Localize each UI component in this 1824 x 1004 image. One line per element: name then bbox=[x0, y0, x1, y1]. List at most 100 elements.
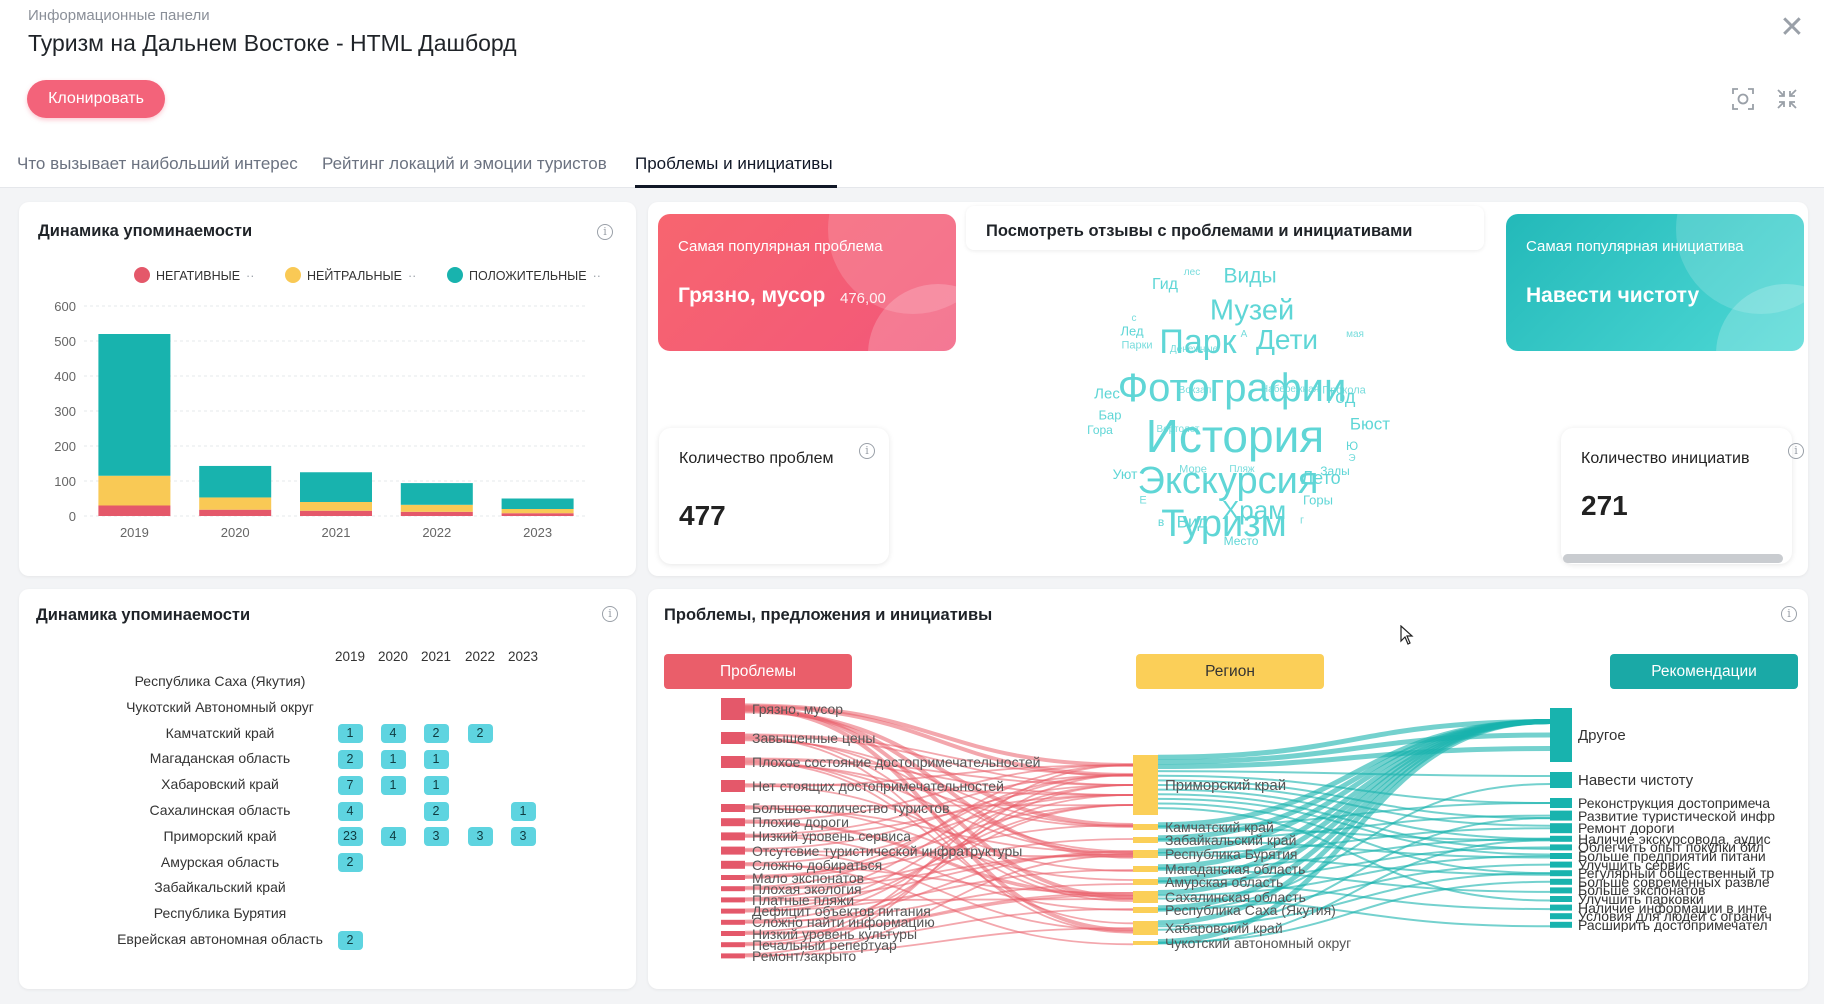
sankey-link[interactable] bbox=[1157, 746, 1551, 770]
sankey-link[interactable] bbox=[1157, 719, 1551, 944]
sankey-node-recommendation[interactable] bbox=[1550, 844, 1572, 851]
heatmap-cell[interactable]: 2 bbox=[423, 724, 449, 744]
heatmap-cell[interactable]: 1 bbox=[337, 724, 363, 744]
sankey-link[interactable] bbox=[1157, 846, 1551, 883]
sankey-link[interactable] bbox=[744, 863, 1134, 946]
sankey-node-recommendation[interactable] bbox=[1550, 896, 1572, 902]
word-cloud-word[interactable]: Фотографии bbox=[1117, 366, 1347, 410]
sankey-node-problem[interactable] bbox=[721, 804, 745, 812]
sankey-link[interactable] bbox=[744, 709, 1134, 827]
sankey-node-region[interactable] bbox=[1133, 921, 1158, 935]
bar-segment[interactable] bbox=[300, 510, 372, 516]
sankey-node-problem[interactable] bbox=[721, 886, 745, 892]
info-icon[interactable]: i bbox=[1781, 606, 1797, 622]
word-cloud-word[interactable]: Уют bbox=[1112, 466, 1138, 482]
bar-segment[interactable] bbox=[98, 334, 171, 476]
word-cloud-word[interactable]: Денежные bbox=[1169, 344, 1219, 355]
word-cloud-word[interactable]: с bbox=[1131, 313, 1137, 324]
word-cloud-word[interactable]: в bbox=[1157, 515, 1165, 529]
sankey-node-problem[interactable] bbox=[721, 698, 745, 720]
word-cloud-word[interactable]: Э bbox=[1348, 453, 1356, 464]
word-cloud-word[interactable]: Набережная bbox=[1260, 384, 1320, 395]
bar-segment[interactable] bbox=[400, 483, 473, 505]
legend-more-icon[interactable]: ·· bbox=[592, 269, 601, 283]
sankey-link[interactable] bbox=[1157, 880, 1551, 944]
sankey-node-problem[interactable] bbox=[721, 832, 745, 841]
sankey-node-region[interactable] bbox=[1133, 879, 1158, 885]
sankey-node-region[interactable] bbox=[1133, 941, 1158, 945]
sankey-link[interactable] bbox=[744, 774, 1134, 899]
sankey-link[interactable] bbox=[744, 707, 1134, 933]
word-cloud-word[interactable]: Пляж bbox=[1229, 464, 1255, 475]
word-cloud-word[interactable]: Гид bbox=[1151, 276, 1179, 293]
sankey-node-recommendation[interactable] bbox=[1550, 853, 1572, 859]
sankey-link[interactable] bbox=[744, 908, 1134, 945]
sankey-link[interactable] bbox=[744, 764, 1134, 888]
collapse-icon[interactable] bbox=[1774, 86, 1800, 112]
sankey-link[interactable] bbox=[1157, 719, 1551, 760]
heatmap-cell[interactable]: 4 bbox=[337, 801, 363, 821]
word-cloud-word[interactable]: Е bbox=[1139, 494, 1147, 507]
bar-segment[interactable] bbox=[199, 465, 272, 498]
sankey-link[interactable] bbox=[744, 774, 1134, 836]
sankey-node-problem[interactable] bbox=[721, 780, 745, 792]
sankey-node-recommendation[interactable] bbox=[1550, 798, 1572, 808]
sankey-link[interactable] bbox=[1157, 837, 1551, 870]
sankey-node-recommendation[interactable] bbox=[1550, 921, 1572, 928]
word-cloud-word[interactable]: лес bbox=[1183, 267, 1201, 278]
word-cloud-word[interactable]: Храм bbox=[1221, 495, 1287, 525]
heatmap-cell[interactable]: 1 bbox=[423, 749, 449, 769]
tab-problems[interactable]: Проблемы и инициативы bbox=[635, 154, 833, 173]
sankey-node-recommendation[interactable] bbox=[1550, 904, 1572, 911]
word-cloud-word[interactable]: Гора bbox=[1087, 423, 1113, 437]
sankey-node-region[interactable] bbox=[1133, 755, 1158, 815]
word-cloud-word[interactable]: Год bbox=[1326, 387, 1356, 407]
bar-segment[interactable] bbox=[98, 475, 171, 506]
sankey-link[interactable] bbox=[1157, 817, 1551, 931]
heatmap-cell[interactable]: 7 bbox=[337, 775, 363, 795]
sankey-node-recommendation[interactable] bbox=[1550, 861, 1572, 868]
heatmap-cell[interactable]: 2 bbox=[337, 930, 363, 950]
word-cloud-word[interactable]: Бар bbox=[1098, 407, 1122, 423]
word-cloud-word[interactable]: мая bbox=[1346, 329, 1364, 340]
sankey-node-problem[interactable] bbox=[721, 953, 745, 959]
word-cloud-word[interactable]: Виды bbox=[1223, 264, 1277, 288]
bar-segment[interactable] bbox=[98, 505, 171, 517]
word-cloud-word[interactable]: Экскурсия bbox=[1137, 460, 1319, 502]
sankey-link[interactable] bbox=[744, 853, 1134, 901]
sankey-link[interactable] bbox=[744, 763, 1134, 828]
word-cloud-word[interactable]: Бюст bbox=[1349, 414, 1391, 434]
sankey-link[interactable] bbox=[1157, 863, 1551, 911]
sankey-node-recommendation[interactable] bbox=[1550, 772, 1572, 788]
heatmap-cell[interactable]: 2 bbox=[423, 801, 449, 821]
heatmap-cell[interactable]: 4 bbox=[380, 827, 406, 847]
heatmap-cell[interactable]: 2 bbox=[337, 749, 363, 769]
word-cloud-word[interactable]: Музей bbox=[1209, 294, 1295, 327]
sankey-node-region[interactable] bbox=[1133, 850, 1158, 858]
sankey-link[interactable] bbox=[744, 794, 1134, 864]
sankey-link[interactable] bbox=[744, 794, 1134, 922]
heatmap-cell[interactable]: 4 bbox=[380, 724, 406, 744]
sankey-node-region[interactable] bbox=[1133, 837, 1158, 843]
sankey-node-region[interactable] bbox=[1133, 866, 1158, 872]
sankey-link[interactable] bbox=[1157, 774, 1551, 804]
sankey-node-recommendation[interactable] bbox=[1550, 878, 1572, 885]
heatmap-cell[interactable]: 1 bbox=[380, 749, 406, 769]
word-cloud-word[interactable]: Прокола bbox=[1322, 384, 1366, 397]
sankey-node-recommendation[interactable] bbox=[1550, 810, 1572, 821]
heatmap-cell[interactable]: 1 bbox=[423, 775, 449, 795]
word-cloud-word[interactable]: Дети bbox=[1255, 324, 1319, 355]
sankey-link[interactable] bbox=[744, 807, 1134, 854]
sankey-link[interactable] bbox=[1157, 802, 1551, 875]
sankey-node-recommendation[interactable] bbox=[1550, 913, 1572, 920]
sankey-link[interactable] bbox=[744, 764, 1134, 944]
sankey-node-problem[interactable] bbox=[721, 756, 745, 768]
word-cloud-word[interactable]: Море bbox=[1179, 463, 1207, 476]
sankey-node-problem[interactable] bbox=[721, 818, 745, 827]
sankey-link[interactable] bbox=[744, 764, 1134, 822]
word-cloud-word[interactable]: Туризм bbox=[1161, 503, 1287, 545]
sankey-link[interactable] bbox=[1157, 839, 1551, 945]
legend-neutral[interactable]: НЕЙТРАЛЬНЫЕ ·· bbox=[285, 267, 416, 283]
sankey-link[interactable] bbox=[744, 764, 1134, 788]
sankey-node-recommendation[interactable] bbox=[1550, 870, 1572, 877]
